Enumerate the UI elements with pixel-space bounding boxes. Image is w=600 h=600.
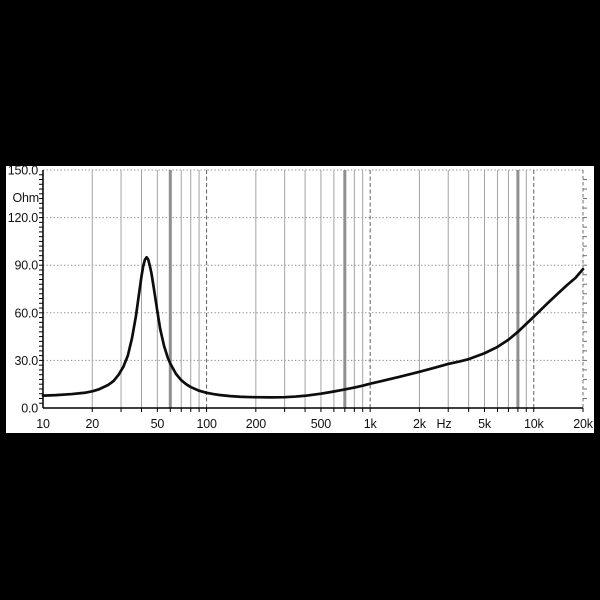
y-tick-label-60: 60.0	[14, 306, 38, 320]
y-tick-label-150: 150.0	[8, 164, 39, 178]
x-tick-label-5k: 5k	[478, 417, 492, 431]
y-axis-unit-label: Ohm	[13, 191, 40, 205]
y-tick-label-30: 30.0	[14, 354, 38, 368]
axis-layer	[39, 170, 587, 412]
x-tick-label-1k: 1k	[364, 417, 378, 431]
x-tick-label-200: 200	[246, 417, 267, 431]
chart-panel	[6, 166, 594, 433]
x-tick-label-100: 100	[196, 417, 217, 431]
x-axis-unit-label: Hz	[437, 417, 452, 431]
x-tick-label-20: 20	[85, 417, 99, 431]
x-tick-label-2k: 2k	[413, 417, 427, 431]
x-tick-label-20k: 20k	[573, 417, 594, 431]
x-tick-label-500: 500	[311, 417, 332, 431]
y-tick-label-0: 0.0	[21, 402, 38, 416]
y-tick-label-90: 90.0	[14, 259, 38, 273]
impedance-curve	[41, 255, 585, 399]
x-tick-label-10: 10	[36, 417, 50, 431]
x-tick-label-10k: 10k	[524, 417, 545, 431]
grid-layer	[43, 169, 583, 408]
label-layer: 150.0 120.0 90.0 60.0 30.0 0.010 20 50 100 200 500…	[8, 164, 594, 432]
y-tick-label-120: 120.0	[8, 211, 39, 225]
x-tick-label-50: 50	[151, 417, 165, 431]
